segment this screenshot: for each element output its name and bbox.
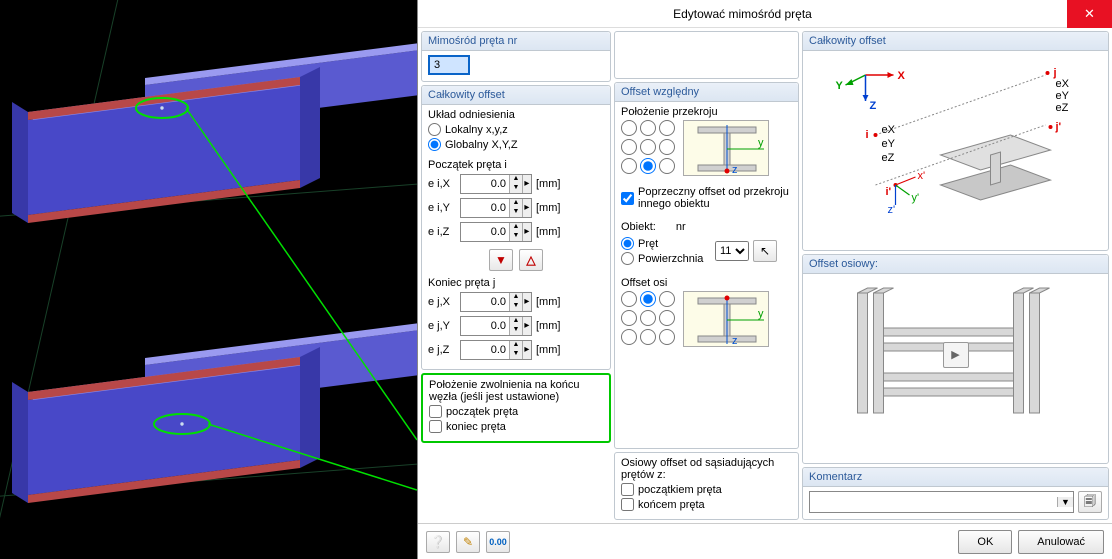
svg-text:eZ: eZ: [1056, 102, 1069, 114]
dialog: Edytować mimośród pręta ✕ Mimośród pręta…: [417, 0, 1112, 559]
preview-total-title: Całkowity offset: [803, 32, 1108, 51]
member-no-title: Mimośród pręta nr: [422, 32, 610, 51]
svg-text:eY: eY: [882, 138, 896, 150]
radio-global[interactable]: Globalny X,Y,Z: [428, 138, 604, 151]
eiy-input[interactable]: ▲▼▸: [460, 198, 532, 218]
chk-transverse[interactable]: Poprzeczny offset od przekroju innego ob…: [621, 186, 792, 210]
preview-total: Całkowity offset X Y Z: [802, 31, 1109, 251]
play-button[interactable]: ▶: [943, 342, 969, 368]
svg-text:i: i: [866, 129, 869, 141]
section-thumb-2: z y: [683, 291, 769, 347]
ejx-input[interactable]: ▲▼▸: [460, 292, 532, 312]
group-relative-offset: Offset względny Położenie przekroju: [614, 82, 799, 449]
group-blank: [614, 31, 799, 79]
preview-axial-title: Offset osiowy:: [803, 255, 1108, 274]
group-total-offset: Całkowity offset Układ odniesienia Lokal…: [421, 85, 611, 370]
svg-text:y: y: [758, 308, 764, 320]
section-thumb-1: z y: [683, 120, 769, 176]
svg-text:X: X: [898, 70, 906, 82]
copy-down-button[interactable]: ▼: [489, 249, 513, 271]
close-button[interactable]: ✕: [1067, 0, 1112, 28]
start-i-label: Początek pręta i: [428, 159, 604, 171]
svg-text:eX: eX: [1056, 78, 1070, 90]
svg-text:eX: eX: [882, 124, 896, 136]
radio-local[interactable]: Lokalny x,y,z: [428, 123, 604, 136]
eix-input[interactable]: ▲▼▸: [460, 174, 532, 194]
viewport-3d: [0, 0, 417, 559]
comment-combo[interactable]: ▼: [809, 491, 1074, 513]
chk-axial-end[interactable]: końcem pręta: [621, 498, 792, 511]
svg-text:j': j': [1055, 121, 1062, 133]
group-comment: Komentarz ▼ 🗐: [802, 467, 1109, 520]
rel-offset-title: Offset względny: [615, 83, 798, 102]
titlebar: Edytować mimośród pręta ✕: [418, 0, 1112, 28]
help-button[interactable]: ❔: [426, 531, 450, 553]
ref-system-label: Układ odniesienia: [428, 109, 604, 121]
svg-text:Z: Z: [870, 100, 877, 112]
chk-release-start[interactable]: początek pręta: [429, 405, 603, 418]
footer: ❔ ✎ 0.00 OK Anulować: [418, 523, 1112, 559]
nr-select[interactable]: 11: [715, 241, 749, 261]
release-title: Położenie zwolnienia na końcu węzła (jeś…: [429, 379, 603, 403]
end-j-label: Koniec pręta j: [428, 277, 604, 289]
group-member-no: Mimośród pręta nr: [421, 31, 611, 82]
dialog-title: Edytować mimośród pręta: [418, 7, 1067, 21]
chk-release-end[interactable]: koniec pręta: [429, 420, 603, 433]
cancel-button[interactable]: Anulować: [1018, 530, 1104, 554]
comment-library-button[interactable]: 🗐: [1078, 491, 1102, 513]
axis-offset-label: Offset osi: [621, 277, 792, 289]
preview-axial: Offset osiowy:: [802, 254, 1109, 464]
nr-label: nr: [676, 221, 686, 233]
section-pos-grid[interactable]: [621, 120, 675, 174]
object-label: Obiekt:: [621, 221, 656, 233]
svg-text:eZ: eZ: [882, 152, 895, 164]
svg-text:z: z: [732, 164, 738, 176]
svg-text:y: y: [758, 137, 764, 149]
edit-button[interactable]: ✎: [456, 531, 480, 553]
axis-offset-grid[interactable]: [621, 291, 675, 345]
ok-button[interactable]: OK: [958, 530, 1012, 554]
svg-text:z: z: [732, 335, 738, 347]
pick-button[interactable]: ↖: [753, 240, 777, 262]
svg-text:eY: eY: [1056, 90, 1070, 102]
svg-text:z': z': [888, 204, 896, 216]
ejy-input[interactable]: ▲▼▸: [460, 316, 532, 336]
axial-neighbor-title: Osiowy offset od sąsiadujących prętów z:: [621, 457, 792, 481]
svg-text:y': y': [912, 192, 920, 204]
chk-axial-start[interactable]: początkiem pręta: [621, 483, 792, 496]
svg-text:Y: Y: [836, 80, 844, 92]
svg-text:x': x': [918, 170, 926, 182]
radio-object-surface[interactable]: Powierzchnia: [621, 252, 711, 265]
section-pos-label: Położenie przekroju: [621, 106, 792, 118]
units-button[interactable]: 0.00: [486, 531, 510, 553]
total-offset-title: Całkowity offset: [422, 86, 610, 105]
group-axial-neighbor: Osiowy offset od sąsiadujących prętów z:…: [614, 452, 799, 520]
svg-text:i': i': [886, 186, 892, 198]
comment-title: Komentarz: [803, 468, 1108, 487]
group-release-position: Położenie zwolnienia na końcu węzła (jeś…: [421, 373, 611, 443]
radio-object-member[interactable]: Pręt: [621, 237, 711, 250]
warning-button[interactable]: △: [519, 249, 543, 271]
ejz-input[interactable]: ▲▼▸: [460, 340, 532, 360]
member-no-input[interactable]: [428, 55, 470, 75]
eiz-input[interactable]: ▲▼▸: [460, 222, 532, 242]
